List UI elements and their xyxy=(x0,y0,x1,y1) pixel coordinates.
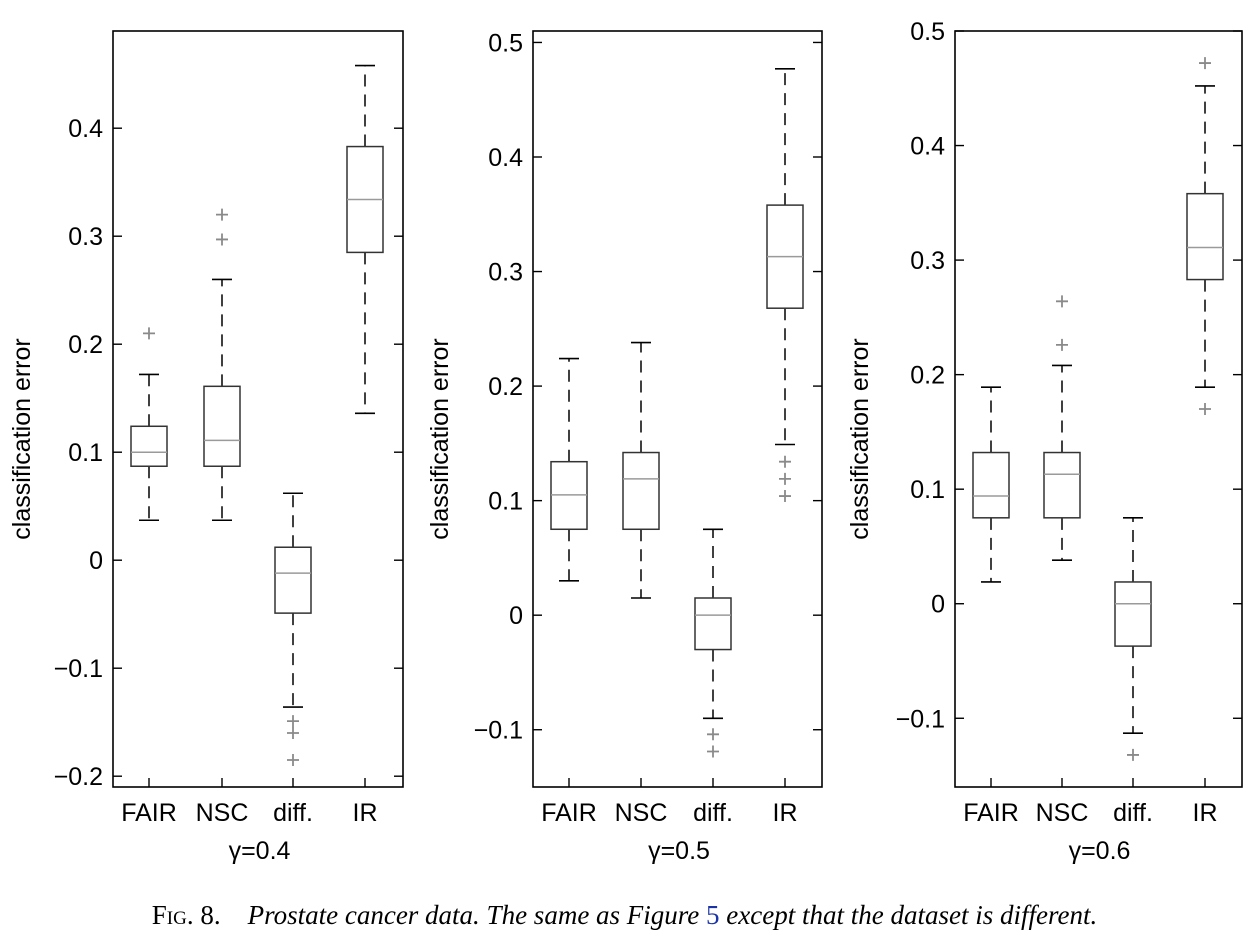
y-tick-label: 0.2 xyxy=(488,373,523,401)
x-tick-label: diff. xyxy=(693,799,733,827)
outlier-point xyxy=(216,233,228,246)
x-tick-label: IR xyxy=(353,799,378,827)
y-tick-label: 0.1 xyxy=(910,476,945,504)
box-nsc xyxy=(203,208,241,522)
plot-frame xyxy=(112,30,404,788)
x-tick-label: FAIR xyxy=(121,799,177,827)
y-tick-label: −0.1 xyxy=(896,705,945,733)
caption-text-start: Prostate cancer data. The same as Figure xyxy=(247,900,707,930)
x-tick-label: diff. xyxy=(1113,799,1153,827)
y-tick-label: −0.1 xyxy=(474,717,523,745)
y-tick-label: 0.1 xyxy=(68,439,103,467)
y-tick-label: −0.1 xyxy=(54,655,103,683)
box-diff xyxy=(694,528,732,758)
y-tick-label: −0.2 xyxy=(54,763,103,791)
y-tick-label: 0 xyxy=(509,602,523,630)
y-tick-label: 0.4 xyxy=(488,144,523,172)
box-ir xyxy=(1186,57,1224,415)
boxplot-panel-1: −0.2 −0.1 0 0.1 0.2 0.3 0.4 FAIR NSC diff. IR γ=0.4… xyxy=(8,30,404,865)
x-tick-label: FAIR xyxy=(963,799,1019,827)
box-ir xyxy=(346,64,384,415)
caption-text-end: except that the dataset is different. xyxy=(719,900,1098,930)
y-tick-label: 0.2 xyxy=(910,362,945,390)
box-nsc xyxy=(1043,295,1081,562)
outlier-point xyxy=(779,472,791,485)
box-diff xyxy=(274,492,312,766)
y-tick-label: 0 xyxy=(931,591,945,619)
caption-label: Fig. 8. xyxy=(151,900,221,930)
y-tick-label: 0.3 xyxy=(488,259,523,287)
x-tick-label: NSC xyxy=(615,799,668,827)
iqr-box xyxy=(622,451,660,531)
iqr-box xyxy=(972,451,1010,519)
x-axis-label: γ=0.5 xyxy=(648,837,710,865)
outlier-point xyxy=(1056,338,1068,351)
boxplot-panel-2: −0.1 0 0.1 0.2 0.3 0.4 0.5 FAIR NSC diff. IR γ=0.5 c… xyxy=(426,29,823,865)
y-tick-label: 0.1 xyxy=(488,488,523,516)
boxplot-panel-3: −0.1 0 0.1 0.2 0.3 0.4 0.5 FAIR NSC diff. IR γ=0.6 c… xyxy=(846,18,1243,865)
outlier-point xyxy=(287,715,299,728)
iqr-box xyxy=(1043,451,1081,519)
x-tick-label: IR xyxy=(773,799,798,827)
outlier-point xyxy=(779,455,791,468)
x-axis-label: γ=0.4 xyxy=(229,837,291,865)
outlier-point xyxy=(1199,403,1211,415)
x-tick-label: diff. xyxy=(273,799,313,827)
y-tick-label: 0.4 xyxy=(910,133,945,161)
outlier-point xyxy=(1199,57,1211,70)
y-tick-label: 0.5 xyxy=(488,29,523,57)
iqr-box xyxy=(130,425,168,467)
y-axis-label: classification error xyxy=(8,338,36,539)
y-tick-label: 0.4 xyxy=(68,115,103,143)
caption-figure-ref: 5 xyxy=(706,900,720,930)
box-fair xyxy=(550,357,588,582)
figure-canvas: −0.2 −0.1 0 0.1 0.2 0.3 0.4 FAIR NSC diff. IR γ=0.4… xyxy=(8,18,1243,865)
outlier-point xyxy=(287,727,299,739)
outlier-point xyxy=(779,490,791,503)
x-tick-label: FAIR xyxy=(541,799,597,827)
iqr-box xyxy=(694,597,732,651)
outlier-point xyxy=(707,745,719,758)
plot-frame xyxy=(954,30,1243,788)
iqr-box xyxy=(203,385,241,467)
y-tick-label: 0.3 xyxy=(910,247,945,275)
outlier-point xyxy=(1127,748,1139,761)
x-tick-label: NSC xyxy=(1036,799,1089,827)
iqr-box xyxy=(1186,192,1224,281)
y-axis-label: classification error xyxy=(846,338,874,539)
y-tick-label: 0.5 xyxy=(910,18,945,46)
figure-caption: Fig. 8. Prostate cancer data. The same a… xyxy=(0,900,1249,931)
y-tick-label: 0 xyxy=(89,547,103,575)
x-tick-label: NSC xyxy=(196,799,249,827)
outlier-point xyxy=(1056,295,1068,308)
x-tick-label: IR xyxy=(1193,799,1218,827)
box-nsc xyxy=(622,341,660,599)
x-axis-label: γ=0.6 xyxy=(1069,837,1131,865)
outlier-point xyxy=(287,754,299,766)
outlier-point xyxy=(143,327,155,340)
iqr-box xyxy=(1114,581,1152,647)
box-ir xyxy=(766,68,804,503)
box-diff xyxy=(1114,517,1152,761)
box-fair xyxy=(130,327,168,522)
iqr-box xyxy=(274,546,312,614)
box-fair xyxy=(972,386,1010,583)
outlier-point xyxy=(216,208,228,221)
plot-frame xyxy=(532,30,823,788)
y-axis-label: classification error xyxy=(426,338,454,539)
y-tick-label: 0.3 xyxy=(68,223,103,251)
y-tick-label: 0.2 xyxy=(68,331,103,359)
outlier-point xyxy=(707,728,719,741)
